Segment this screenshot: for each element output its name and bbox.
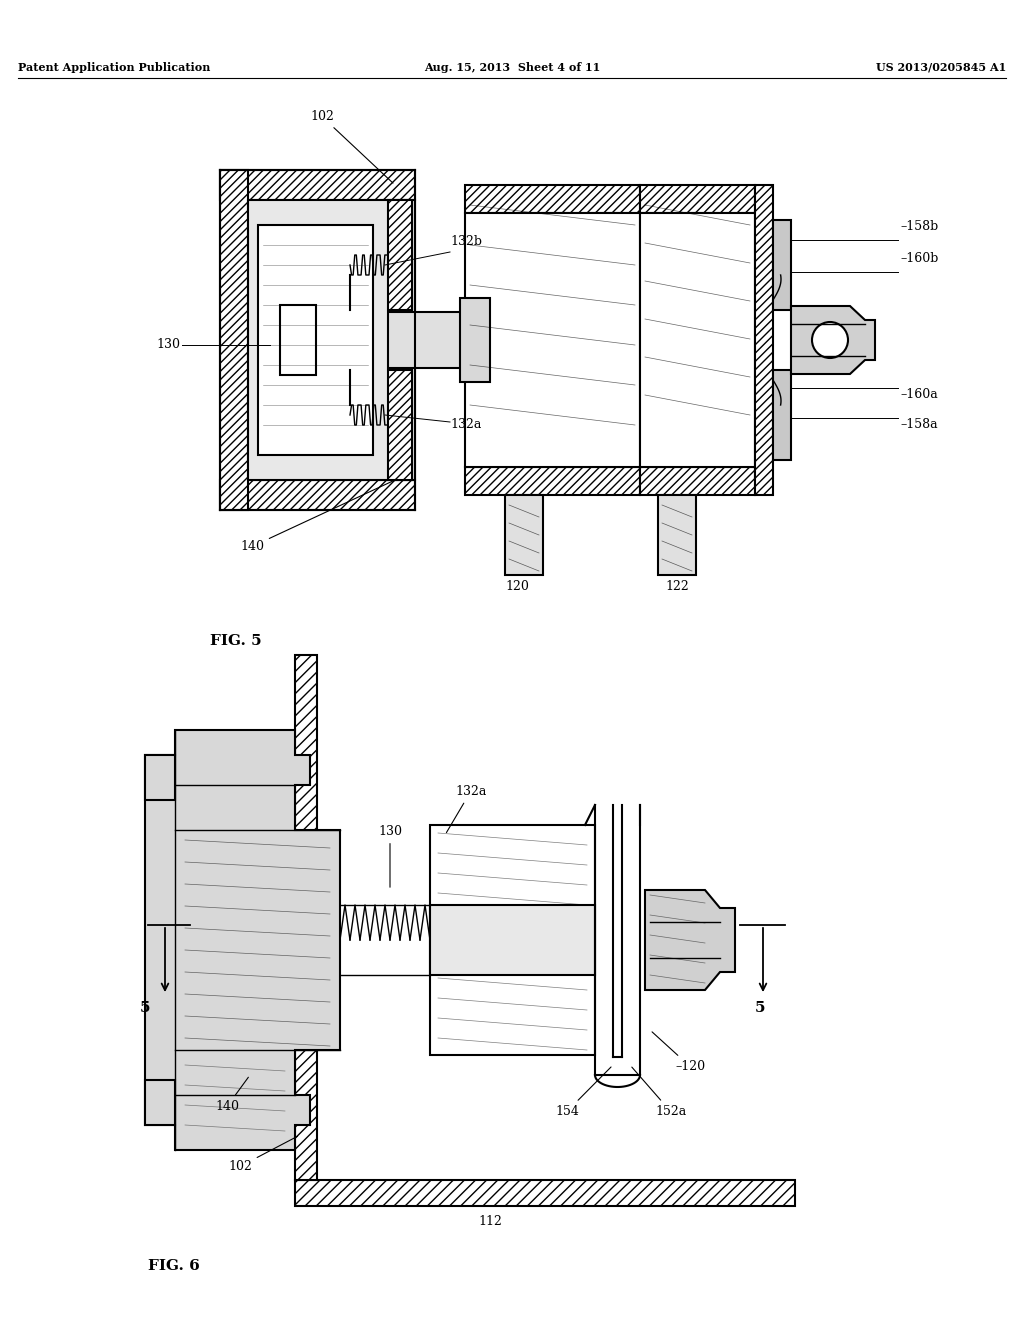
Text: –158a: –158a (900, 418, 938, 432)
Text: 132a: 132a (450, 418, 481, 432)
Bar (145, 1080, 175, 1125)
Bar (295, 655, 317, 1180)
Bar (640, 185, 755, 213)
Bar (640, 213, 755, 467)
Text: 140: 140 (215, 1077, 249, 1113)
Text: 5: 5 (755, 1001, 766, 1015)
Bar (280, 305, 316, 375)
Text: 5: 5 (140, 1001, 151, 1015)
Text: Aug. 15, 2013  Sheet 4 of 11: Aug. 15, 2013 Sheet 4 of 11 (424, 62, 600, 73)
Bar (465, 185, 640, 213)
Bar (430, 906, 595, 975)
Text: 132b: 132b (450, 235, 482, 248)
Bar (430, 825, 595, 1055)
Bar (145, 755, 175, 800)
Bar (220, 170, 248, 510)
Bar (773, 370, 791, 459)
Text: 120: 120 (505, 579, 529, 593)
Text: FIG. 5: FIG. 5 (210, 634, 261, 648)
Text: 130: 130 (378, 825, 402, 887)
Text: –120: –120 (652, 1032, 706, 1073)
Text: 112: 112 (478, 1214, 502, 1228)
Polygon shape (145, 730, 340, 1150)
Bar (258, 224, 373, 455)
Bar (220, 170, 415, 201)
Text: 130: 130 (156, 338, 180, 351)
Text: FIG. 6: FIG. 6 (148, 1259, 200, 1272)
Text: 132a: 132a (446, 785, 486, 833)
Bar (388, 312, 638, 368)
Bar (755, 185, 773, 495)
Text: –158b: –158b (900, 220, 938, 234)
Text: 102: 102 (310, 110, 393, 183)
Bar (248, 201, 415, 480)
Text: Patent Application Publication: Patent Application Publication (18, 62, 210, 73)
Bar (640, 467, 755, 495)
Text: 154: 154 (555, 1067, 611, 1118)
Text: –160b: –160b (900, 252, 938, 265)
Text: 152a: 152a (632, 1067, 686, 1118)
Bar (465, 467, 640, 495)
Bar (295, 1180, 795, 1206)
Bar (505, 495, 543, 576)
Bar (460, 298, 490, 381)
Bar (220, 480, 415, 510)
Bar (388, 370, 412, 480)
Text: US 2013/0205845 A1: US 2013/0205845 A1 (876, 62, 1006, 73)
Polygon shape (645, 890, 735, 990)
Text: 122: 122 (666, 579, 689, 593)
Polygon shape (791, 306, 874, 374)
Text: 140: 140 (240, 482, 392, 553)
Circle shape (812, 322, 848, 358)
Text: 102: 102 (228, 1137, 298, 1173)
Bar (658, 495, 696, 576)
Text: –160a: –160a (900, 388, 938, 401)
Bar (465, 213, 640, 467)
Bar (388, 201, 412, 310)
Bar (773, 220, 791, 310)
